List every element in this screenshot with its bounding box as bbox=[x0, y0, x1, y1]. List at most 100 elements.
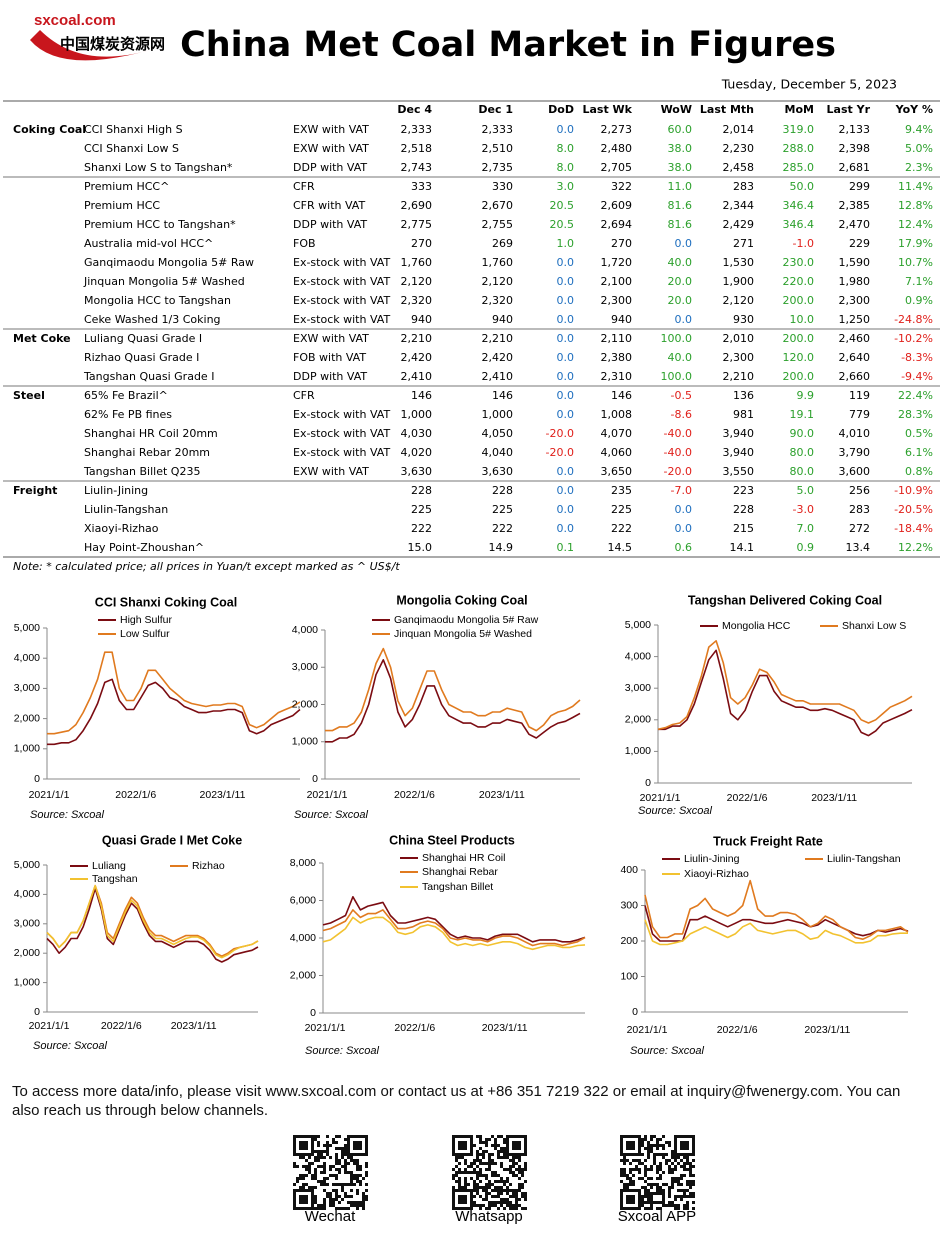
qr-cell bbox=[620, 1198, 623, 1201]
qr-cell bbox=[305, 1207, 308, 1210]
qr-cell bbox=[350, 1180, 353, 1183]
qr-cell bbox=[452, 1201, 455, 1204]
group-label: Steel bbox=[13, 389, 45, 402]
qr-cell bbox=[353, 1204, 356, 1207]
qr-cell bbox=[455, 1180, 458, 1183]
qr-cell bbox=[464, 1195, 467, 1198]
y-tick-label: 0 bbox=[312, 773, 318, 785]
qr-cell bbox=[683, 1153, 686, 1156]
row-name: Shanxi Low S to Tangshan* bbox=[84, 161, 233, 174]
x-tick-label: 2021/1/1 bbox=[640, 792, 681, 804]
qr-cell bbox=[482, 1189, 485, 1192]
qr-cell bbox=[641, 1144, 644, 1147]
qr-cell bbox=[638, 1138, 641, 1141]
qr-cell bbox=[320, 1156, 323, 1159]
qr-cell bbox=[326, 1141, 329, 1144]
group-label: Met Coke bbox=[13, 332, 71, 345]
cell: 3,630 bbox=[401, 465, 433, 478]
qr-cell bbox=[455, 1189, 458, 1192]
content: Dec 4 Dec 1 DoD Last Wk WoW Last Mth MoM Last Y… bbox=[3, 100, 940, 1225]
qr-cell bbox=[518, 1177, 521, 1180]
qr-cell bbox=[452, 1174, 455, 1177]
qr-cell bbox=[308, 1207, 311, 1210]
logo-cn: 中国煤炭资源网 bbox=[60, 35, 165, 53]
qr-cell bbox=[359, 1141, 362, 1144]
qr-cell bbox=[305, 1165, 308, 1168]
qr-cell bbox=[359, 1204, 362, 1207]
qr-cell bbox=[662, 1195, 665, 1198]
qr-cell bbox=[500, 1186, 503, 1189]
qr-cell bbox=[293, 1135, 296, 1138]
qr-cell bbox=[656, 1183, 659, 1186]
qr-cell bbox=[485, 1183, 488, 1186]
qr-cell bbox=[365, 1198, 368, 1201]
qr-cell bbox=[299, 1153, 302, 1156]
qr-cell bbox=[452, 1189, 455, 1192]
qr-cell bbox=[344, 1168, 347, 1171]
qr-cell bbox=[674, 1144, 677, 1147]
x-tick-label: 2021/1/1 bbox=[305, 1022, 346, 1034]
qr-cell bbox=[482, 1153, 485, 1156]
cell: 13.4 bbox=[846, 541, 871, 554]
qr-cell bbox=[629, 1198, 632, 1201]
qr-cell bbox=[323, 1207, 326, 1210]
qr-cell bbox=[332, 1198, 335, 1201]
cell: 2,300 bbox=[601, 294, 633, 307]
qr-cell bbox=[656, 1153, 659, 1156]
qr-cell bbox=[320, 1180, 323, 1183]
qr-cell bbox=[458, 1135, 461, 1138]
qr-cell bbox=[509, 1207, 512, 1210]
cell: 90.0 bbox=[790, 427, 815, 440]
qr-cell bbox=[344, 1147, 347, 1150]
cell: 2,385 bbox=[839, 199, 871, 212]
qr-cell bbox=[350, 1177, 353, 1180]
qr-cell bbox=[662, 1198, 665, 1201]
qr-cell bbox=[620, 1159, 623, 1162]
qr-cell bbox=[455, 1171, 458, 1174]
qr-cell bbox=[497, 1180, 500, 1183]
qr-cell bbox=[506, 1144, 509, 1147]
row-name: Premium HCC to Tangshan* bbox=[84, 218, 236, 231]
qr-cell bbox=[365, 1174, 368, 1177]
qr-cell bbox=[662, 1171, 665, 1174]
series-line bbox=[46, 884, 259, 959]
source: Source: Sxcoal bbox=[305, 1045, 380, 1057]
qr-cell bbox=[629, 1201, 632, 1204]
qr-cell bbox=[359, 1153, 362, 1156]
cell: 22.4% bbox=[898, 389, 933, 402]
cell: 2,480 bbox=[601, 142, 633, 155]
qr-cell bbox=[293, 1198, 296, 1201]
qr-cell bbox=[644, 1192, 647, 1195]
qr-cell bbox=[638, 1198, 641, 1201]
qr-cell bbox=[674, 1180, 677, 1183]
column-header: MoM bbox=[785, 103, 814, 116]
qr-cell bbox=[452, 1195, 455, 1198]
qr-cell bbox=[515, 1135, 518, 1138]
qr-cell bbox=[335, 1207, 338, 1210]
qr-cell bbox=[677, 1153, 680, 1156]
cell: 0.0 bbox=[557, 123, 575, 136]
qr-cell bbox=[458, 1207, 461, 1210]
qr-cell bbox=[620, 1192, 623, 1195]
qr-cell bbox=[311, 1192, 314, 1195]
qr-cell bbox=[347, 1150, 350, 1153]
qr-cell bbox=[671, 1177, 674, 1180]
column-header: Last Wk bbox=[582, 103, 632, 116]
cell: -9.4% bbox=[901, 370, 933, 383]
qr-cell bbox=[323, 1180, 326, 1183]
qr-cell bbox=[647, 1147, 650, 1150]
qr-cell bbox=[305, 1198, 308, 1201]
qr-cell bbox=[482, 1198, 485, 1201]
qr-cell bbox=[665, 1153, 668, 1156]
qr-cell bbox=[338, 1168, 341, 1171]
qr-cell bbox=[632, 1159, 635, 1162]
qr-cell bbox=[326, 1153, 329, 1156]
legend-label: Shanghai Rebar bbox=[422, 866, 498, 878]
qr-cell bbox=[662, 1192, 665, 1195]
y-tick-label: 6,000 bbox=[290, 894, 316, 906]
qr-cell bbox=[323, 1171, 326, 1174]
qr-cell bbox=[296, 1177, 299, 1180]
cell: 2,320 bbox=[401, 294, 433, 307]
qr-cell bbox=[512, 1159, 515, 1162]
cell: 38.0 bbox=[668, 161, 693, 174]
